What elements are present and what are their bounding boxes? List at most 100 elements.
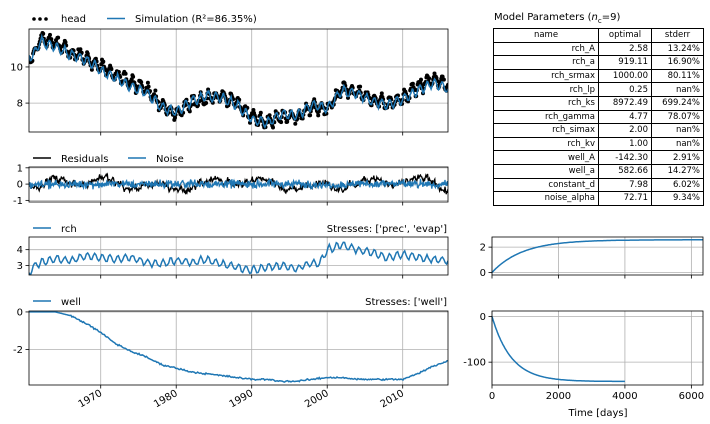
head-observation-point xyxy=(41,31,46,36)
parameter-row: rch_srmax 1000.00 80.11% xyxy=(493,68,704,84)
header-name: name xyxy=(493,28,599,43)
param-stderr: 80.11% xyxy=(651,68,704,84)
param-stderr: nan% xyxy=(651,136,704,152)
parameter-row: well_A -142.30 2.91% xyxy=(493,150,704,165)
parameter-row: rch_kv 1.00 nan% xyxy=(493,136,704,152)
head-observation-point xyxy=(251,108,256,112)
parameters-header-row: name optimal stderr xyxy=(493,28,704,43)
y-tick-label: 3 xyxy=(17,261,23,272)
param-optimal: 1.00 xyxy=(598,136,652,152)
param-stderr: 6.02% xyxy=(651,177,704,193)
param-optimal: 7.98 xyxy=(598,177,652,193)
rch-response-panel: 02 xyxy=(480,236,704,279)
y-tick-label: 0 xyxy=(17,307,23,318)
head-observation-point xyxy=(446,82,448,87)
parameter-row: rch_simax 2.00 nan% xyxy=(493,123,704,138)
x-tick-label: 2010 xyxy=(379,388,407,410)
head-axes xyxy=(28,28,449,133)
parameter-row: constant_d 7.98 6.02% xyxy=(493,177,704,193)
head-observation-point xyxy=(78,47,83,52)
param-name: well_A xyxy=(493,150,599,165)
param-optimal: 919.11 xyxy=(598,55,652,70)
param-stderr: 78.07% xyxy=(651,109,704,125)
param-stderr: 14.27% xyxy=(651,163,704,179)
header-stderr: stderr xyxy=(651,28,704,43)
rch-response-axes xyxy=(491,236,704,276)
legend-simulation: Simulation (R²=86.35%) xyxy=(135,14,257,25)
head-observation-point xyxy=(145,80,150,85)
well-contribution-line xyxy=(29,311,448,383)
parameter-row: rch_ks 8972.49 699.24% xyxy=(493,95,704,111)
y-tick-label: 0 xyxy=(480,268,486,279)
head-observation-point xyxy=(312,97,317,102)
head-observation-point xyxy=(101,59,106,64)
head-observation-point xyxy=(123,71,128,76)
head-legend: head Simulation (R²=86.35%) xyxy=(32,14,257,25)
y-tick-label: 2 xyxy=(480,243,486,254)
legend-well: well xyxy=(61,297,81,308)
legend-residuals: Residuals xyxy=(61,154,108,165)
parameter-row: rch_gamma 4.77 78.07% xyxy=(493,109,704,125)
x-tick-label: 2000 xyxy=(303,388,331,410)
param-name: well_a xyxy=(493,163,599,179)
param-name: noise_alpha xyxy=(493,191,599,206)
head-observation-point xyxy=(139,80,144,85)
legend-head: head xyxy=(61,14,86,25)
param-name: rch_gamma xyxy=(493,109,599,125)
rch-panel: rch Stresses: ['prec', 'evap'] 3 4 xyxy=(17,224,449,279)
y-tick-label: 8 xyxy=(17,99,23,110)
head-observation-point xyxy=(279,120,284,125)
head-observation-point xyxy=(89,67,94,72)
head-observation-point xyxy=(63,40,68,45)
param-name: constant_d xyxy=(493,177,599,193)
param-name: rch_simax xyxy=(493,123,599,138)
head-observation-point xyxy=(441,77,446,82)
head-observation-point xyxy=(56,35,61,40)
head-observation-point xyxy=(419,77,423,82)
param-optimal: 8972.49 xyxy=(598,95,652,111)
head-observation-point xyxy=(427,76,432,81)
x-tick-label: 6000 xyxy=(679,391,704,402)
head-observation-point xyxy=(285,119,290,124)
param-name: rch_ks xyxy=(493,95,599,111)
parameter-row: rch_a 919.11 16.90% xyxy=(493,55,704,70)
well-panel: well Stresses: ['well'] -2 0 1970 1980 1990 2… xyxy=(13,297,449,410)
head-observation-point xyxy=(316,113,321,118)
parameter-row: well_a 582.66 14.27% xyxy=(493,163,704,179)
rch-stresses-label: Stresses: ['prec', 'evap'] xyxy=(327,224,447,235)
x-tick-label: 4000 xyxy=(612,391,637,402)
legend-noise: Noise xyxy=(156,154,184,165)
y-tick-label: -1 xyxy=(13,196,23,207)
param-stderr: 2.91% xyxy=(651,150,704,165)
param-name: rch_srmax xyxy=(493,68,599,84)
head-observation-point xyxy=(293,121,298,126)
parameter-row: rch_A 2.58 13.24% xyxy=(493,41,704,57)
param-optimal: 2.58 xyxy=(598,41,652,57)
param-stderr: 13.24% xyxy=(651,41,704,57)
x-tick-label: 1980 xyxy=(152,388,180,410)
rch-axes xyxy=(28,236,449,276)
x-tick-label: 2000 xyxy=(546,391,571,402)
residuals-axes xyxy=(28,166,449,203)
param-name: rch_A xyxy=(493,41,599,57)
head-observation-point xyxy=(206,87,211,92)
parameter-row: rch_lp 0.25 nan% xyxy=(493,82,704,97)
parameters-title: Model Parameters (nc=9) xyxy=(494,12,621,25)
head-observation-point xyxy=(258,110,263,115)
head-panel: head Simulation (R²=86.35%) 8 10 xyxy=(10,14,449,136)
x-tick-label: 1970 xyxy=(77,388,105,410)
parameter-row: noise_alpha 72.71 9.34% xyxy=(493,191,704,206)
param-optimal: 0.25 xyxy=(598,82,652,97)
param-name: rch_a xyxy=(493,55,599,70)
residuals-line xyxy=(29,172,448,195)
head-observation-point xyxy=(379,91,384,96)
head-observation-point xyxy=(187,109,192,114)
simulation-line xyxy=(29,33,448,129)
well-step-response-line xyxy=(491,316,625,383)
head-observation-point xyxy=(410,81,415,86)
param-optimal: 72.71 xyxy=(598,191,652,206)
param-stderr: nan% xyxy=(651,123,704,138)
rch-contribution-line xyxy=(29,241,448,275)
header-optimal: optimal xyxy=(598,28,652,43)
